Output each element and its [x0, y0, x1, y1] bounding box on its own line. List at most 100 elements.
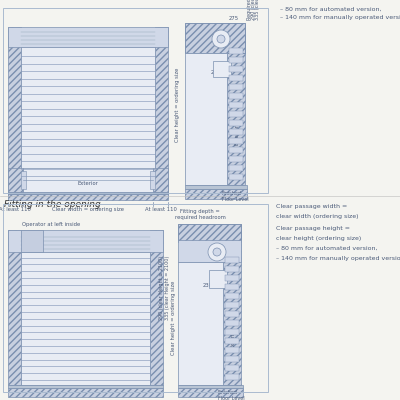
Text: – 80 mm for automated version,: – 80 mm for automated version, — [280, 7, 382, 12]
Bar — [225, 374, 239, 380]
Text: At least 110: At least 110 — [0, 207, 31, 212]
Text: Exterior: Exterior — [234, 124, 240, 146]
Text: clear height (ordering size): clear height (ordering size) — [276, 236, 361, 241]
Circle shape — [213, 248, 221, 256]
Bar — [155, 27, 168, 182]
Text: Fitting depth =
required headroom: Fitting depth = required headroom — [174, 209, 226, 220]
Text: Clear height = ordering size: Clear height = ordering size — [172, 281, 176, 355]
Bar — [229, 84, 243, 90]
Bar — [229, 165, 243, 171]
Bar — [225, 257, 239, 263]
Bar — [209, 270, 227, 288]
Bar — [229, 156, 243, 162]
Circle shape — [208, 243, 226, 261]
Bar — [225, 356, 239, 362]
Bar — [21, 171, 26, 189]
Bar — [229, 129, 243, 135]
Bar — [178, 385, 243, 388]
Bar — [225, 329, 239, 335]
Text: 275: 275 — [225, 253, 235, 258]
Bar — [8, 388, 163, 397]
Bar — [3, 8, 268, 193]
Bar — [8, 230, 21, 385]
Bar — [21, 230, 43, 252]
Bar — [225, 320, 239, 326]
Bar — [178, 262, 223, 385]
Bar — [8, 168, 23, 192]
Bar — [225, 266, 239, 272]
Text: – 140 mm for manually operated version: – 140 mm for manually operated version — [276, 256, 400, 261]
Text: 290 (clear Ht...): 290 (clear Ht...) — [251, 0, 256, 20]
Bar — [229, 102, 243, 108]
Text: 230: 230 — [203, 283, 213, 288]
Text: Exterior: Exterior — [230, 328, 236, 348]
Bar — [185, 185, 247, 189]
Text: Clear height = ordering size: Clear height = ordering size — [174, 68, 180, 142]
Bar — [213, 61, 231, 77]
Bar — [229, 66, 243, 72]
Bar — [8, 194, 168, 200]
Bar — [225, 275, 239, 281]
Bar — [225, 284, 239, 290]
Bar — [229, 120, 243, 126]
Text: – 80 mm for automated version,: – 80 mm for automated version, — [276, 246, 378, 251]
Text: Finished
Floor Level: Finished Floor Level — [222, 191, 249, 202]
Bar — [229, 75, 243, 81]
Bar — [229, 48, 243, 54]
Text: Finished
Floor Level: Finished Floor Level — [218, 390, 245, 400]
Bar — [21, 47, 155, 182]
Bar — [8, 192, 168, 194]
Bar — [225, 293, 239, 299]
Text: 335 (clear Height = 2100): 335 (clear Height = 2100) — [166, 256, 170, 320]
Bar — [229, 147, 243, 153]
Text: Fitting in the opening: Fitting in the opening — [4, 200, 101, 209]
Bar — [223, 230, 241, 385]
Bar — [178, 224, 241, 242]
Text: Clear passage width =: Clear passage width = — [276, 204, 347, 209]
Text: 230: 230 — [211, 70, 221, 75]
Bar — [178, 388, 243, 397]
Text: 275: 275 — [229, 16, 239, 21]
Bar — [185, 23, 245, 53]
Text: 290 (clear Height ≤ 2100): 290 (clear Height ≤ 2100) — [160, 256, 164, 320]
Bar — [23, 168, 153, 192]
Bar — [8, 27, 168, 47]
Bar — [225, 347, 239, 353]
Bar — [225, 338, 239, 344]
Bar — [185, 189, 247, 199]
Bar — [3, 204, 268, 392]
Bar — [185, 53, 227, 185]
Bar — [227, 25, 245, 185]
Bar — [229, 93, 243, 99]
Bar — [225, 311, 239, 317]
Circle shape — [217, 35, 225, 43]
Bar — [225, 365, 239, 371]
Bar — [21, 252, 150, 385]
Bar — [229, 57, 243, 63]
Bar — [8, 182, 168, 186]
Text: – 140 mm for manually operated version: – 140 mm for manually operated version — [280, 15, 400, 20]
Text: Required he...: Required he... — [247, 0, 252, 20]
Bar — [8, 385, 163, 388]
Bar — [229, 174, 243, 180]
Text: Clear width = ordering size: Clear width = ordering size — [52, 207, 124, 212]
Bar — [229, 138, 243, 144]
Text: clear width (ordering size): clear width (ordering size) — [276, 214, 358, 219]
Bar — [150, 230, 163, 385]
Bar — [8, 27, 21, 182]
Bar — [225, 302, 239, 308]
Text: Clear passage height =: Clear passage height = — [276, 226, 350, 231]
Bar — [178, 240, 241, 262]
Text: Operator at left inside: Operator at left inside — [22, 222, 80, 227]
Bar — [150, 171, 155, 189]
Text: Exterior: Exterior — [78, 181, 98, 186]
Bar — [229, 111, 243, 117]
Bar — [185, 23, 245, 53]
Bar — [178, 224, 241, 242]
Circle shape — [212, 30, 230, 48]
Bar — [8, 186, 168, 196]
Text: At least 110: At least 110 — [145, 207, 177, 212]
Bar — [153, 168, 168, 192]
Bar — [8, 230, 163, 252]
Text: 335 (clear Ht...): 335 (clear Ht...) — [255, 0, 260, 20]
